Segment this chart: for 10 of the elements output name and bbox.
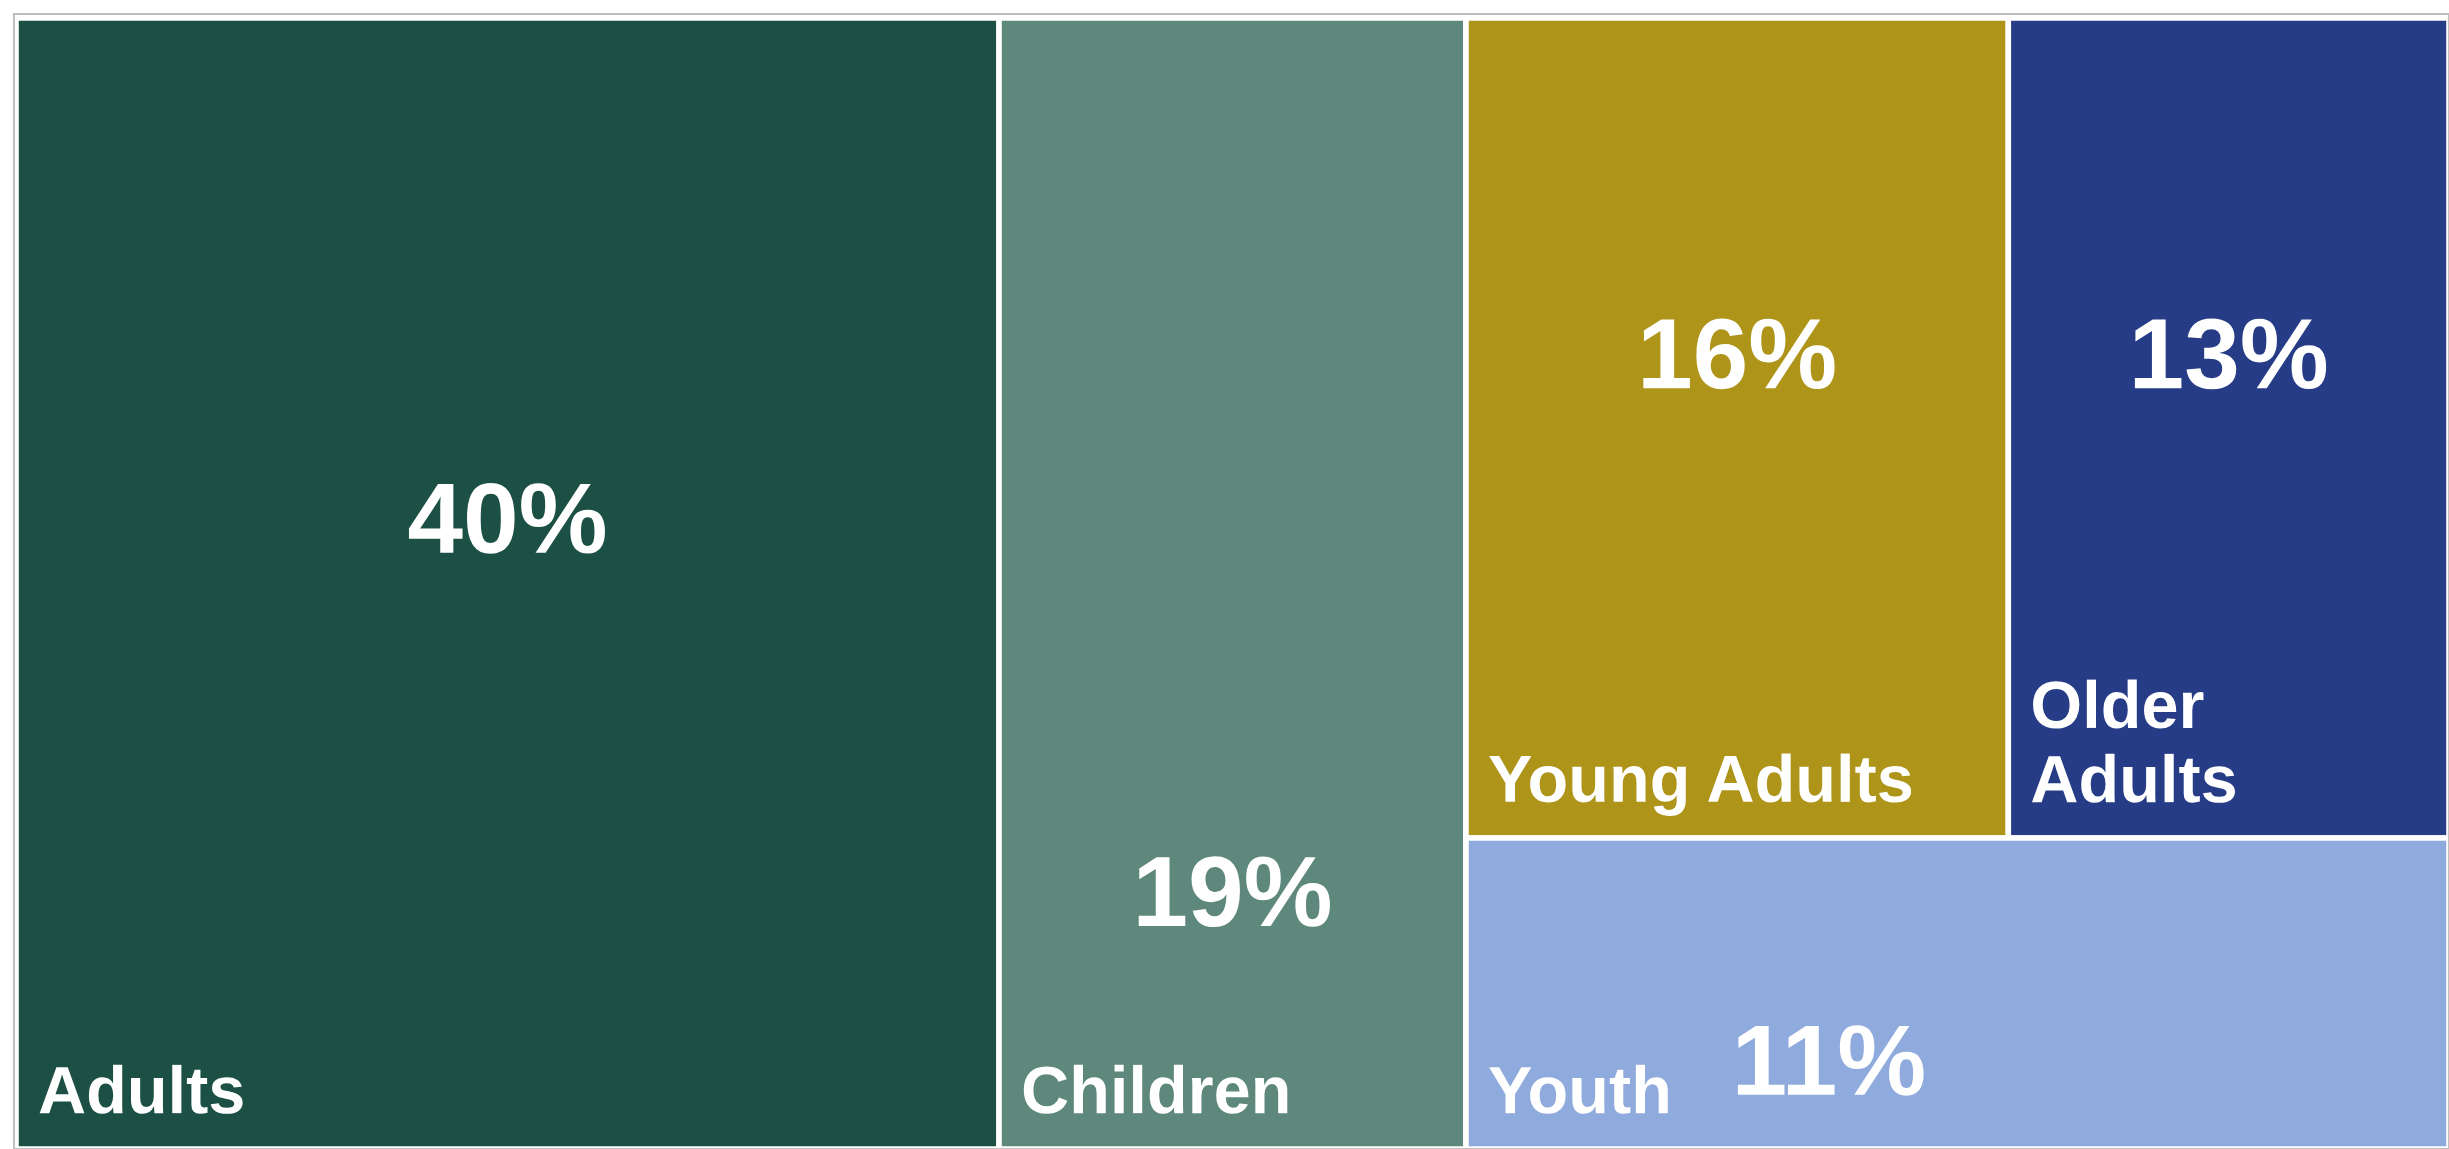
category-label: Adults xyxy=(39,1064,243,1114)
category-label: Young Adults xyxy=(1489,753,1912,816)
category-label: Children xyxy=(1023,1064,1288,1114)
category-label: Youth xyxy=(1489,1064,1668,1114)
data-label: 11% xyxy=(1737,1025,1924,1096)
data-label: 19% xyxy=(1138,856,1330,928)
data-label: 40% xyxy=(408,482,605,554)
data-label: 13% xyxy=(2134,318,2327,390)
category-label: Older Adults xyxy=(2031,679,2235,803)
data-label: 16% xyxy=(1643,318,1835,390)
